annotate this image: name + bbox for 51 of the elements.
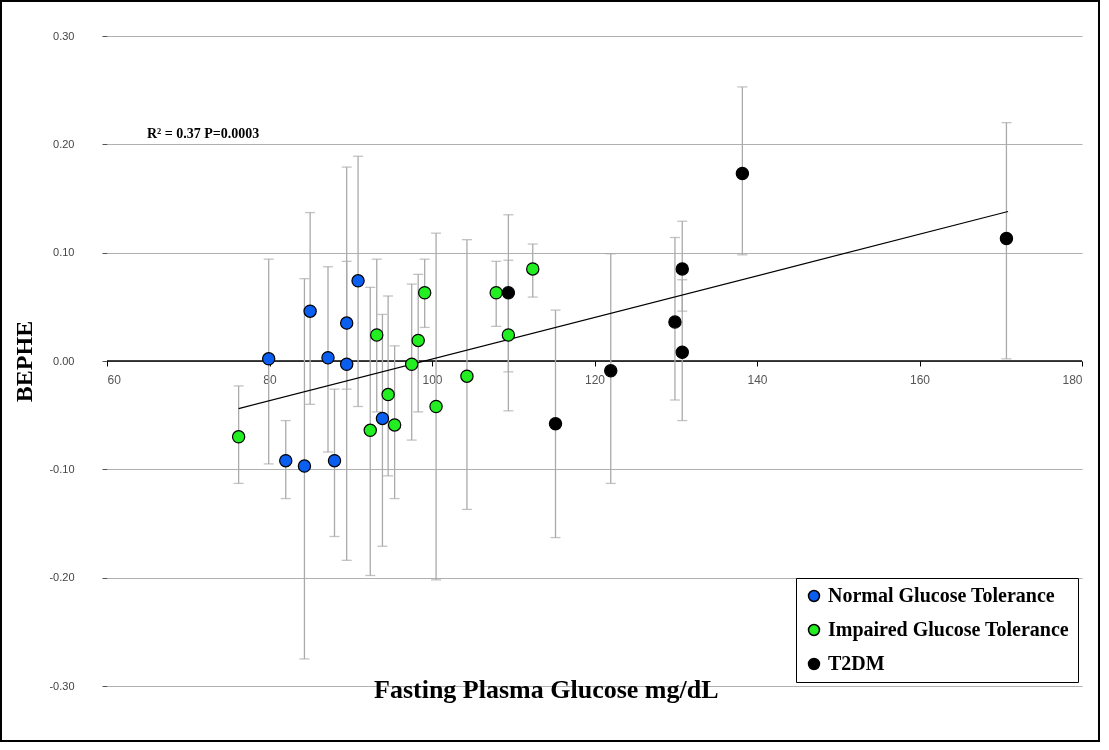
point — [381, 387, 395, 402]
point — [339, 316, 354, 330]
x-axis-title: Fasting Plasma Glucose mg/dL — [373, 674, 719, 704]
point — [327, 453, 342, 468]
point — [501, 286, 516, 300]
x-tick-label: 80 — [263, 372, 277, 387]
y-axis-title: BEPHE — [11, 320, 38, 403]
point — [417, 286, 432, 300]
point — [526, 262, 540, 276]
y-tick-label: 0.10 — [53, 246, 75, 259]
point — [404, 357, 419, 371]
x-tick-label: 120 — [584, 372, 606, 387]
y-tick-label: 0.30 — [53, 29, 75, 42]
point — [261, 352, 276, 366]
point — [279, 453, 293, 468]
legend-label: Impaired Glucose Tolerance — [828, 618, 1069, 641]
x-tick-label: 160 — [909, 372, 931, 387]
point — [411, 333, 425, 348]
y-tick-label: -0.30 — [49, 679, 75, 692]
point — [489, 286, 503, 300]
x-tick-label: 180 — [1062, 372, 1083, 387]
point — [351, 274, 365, 288]
x-tick-label: 140 — [747, 372, 768, 387]
legend-label: T2DM — [828, 652, 885, 674]
point — [370, 328, 384, 342]
point — [429, 399, 443, 414]
point — [675, 262, 689, 276]
point — [460, 369, 474, 383]
point — [387, 418, 402, 432]
point — [375, 411, 390, 426]
annotation: R² = 0.37 P=0.0003 — [147, 126, 260, 141]
point — [668, 315, 682, 329]
y-tick-label: 0.20 — [53, 137, 75, 150]
point — [303, 304, 317, 318]
y-tick-label: 0.00 — [53, 354, 75, 367]
point — [675, 345, 689, 360]
point — [501, 328, 516, 342]
legend-label: Normal Glucose Tolerance — [828, 584, 1055, 606]
point — [339, 357, 354, 371]
y-tick-label: -0.20 — [49, 571, 75, 584]
point — [231, 430, 246, 444]
y-tick-label: -0.10 — [49, 462, 75, 475]
point — [604, 364, 618, 378]
point — [548, 417, 563, 431]
point — [363, 423, 377, 438]
x-tick-label: 60 — [107, 372, 122, 387]
point — [999, 231, 1014, 246]
x-tick-label: 100 — [422, 372, 443, 387]
point — [321, 351, 335, 365]
point — [735, 166, 750, 181]
point — [297, 459, 312, 473]
